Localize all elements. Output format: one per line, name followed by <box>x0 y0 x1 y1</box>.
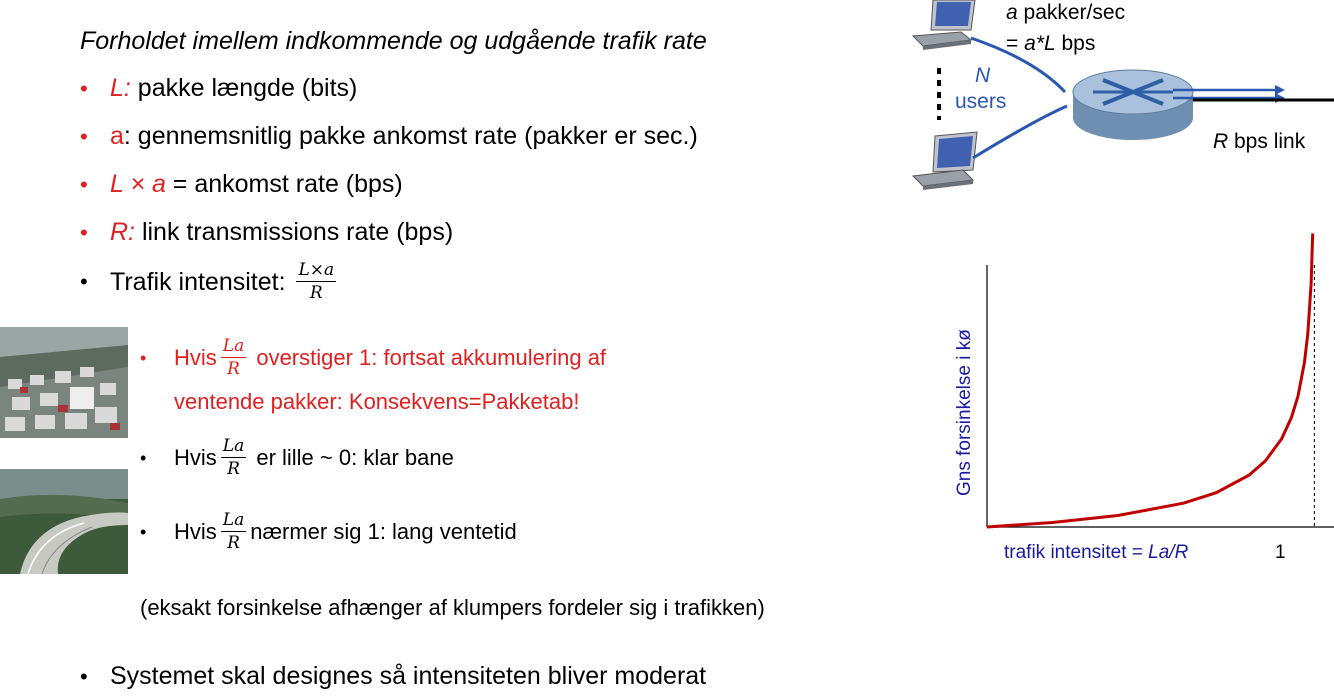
network-diagram <box>911 0 1334 190</box>
fraction-denominator: R <box>227 459 240 479</box>
x-tick-one: 1 <box>1275 542 1286 563</box>
computer-icon-bottom <box>911 131 978 190</box>
arrival-rate-label: a pakker/sec <box>1006 1 1125 25</box>
bullet-dot: • <box>80 269 88 294</box>
computer-icon-top <box>911 0 976 50</box>
chart-y-label: Gns forsinkelse i kø <box>954 329 975 496</box>
users-label: users <box>955 90 1007 113</box>
fraction-numerator: La <box>220 436 247 458</box>
bullet-text: Systemet skal designes så intensiteten b… <box>110 662 707 690</box>
bullet-packet-length: • L: pakke længde (bits) <box>80 74 357 103</box>
link-label: R bps link <box>1213 130 1305 154</box>
case-text: nærmer sig 1: lang ventetid <box>250 519 517 544</box>
bullet-dot: • <box>80 75 88 101</box>
intensity-fraction: L×a R <box>296 260 337 303</box>
arrival-rate-text: pakker/sec <box>1017 1 1126 24</box>
bullet-traffic-intensity: • Trafik intensitet: L×a R <box>80 262 340 302</box>
fraction-denominator: R <box>309 283 323 303</box>
case-fraction: La R <box>220 436 247 479</box>
fraction-numerator: La <box>220 336 247 358</box>
bullet-arrival-bps: • L × a = ankomst rate (bps) <box>80 170 403 199</box>
bullet-text: : gennemsnitlig pakke ankomst rate (pakk… <box>123 122 698 150</box>
bullet-dot: • <box>140 347 147 368</box>
arrival-bps-text: bps <box>1055 32 1096 55</box>
case-small: • Hvis La R er lille ~ 0: klar bane <box>140 438 454 478</box>
bullet-text: = ankomst rate (bps) <box>165 170 403 198</box>
router-icon <box>1072 69 1194 140</box>
delay-curve <box>986 233 1315 529</box>
traffic-jam-photo <box>0 327 128 438</box>
bullet-dot: • <box>140 447 147 468</box>
case-overload-line2: ventende pakker: Konsekvens=Pakketab! <box>174 389 580 414</box>
bullet-arrival-rate: • a : gennemsnitlig pakke ankomst rate (… <box>80 122 698 151</box>
link-symbol: R <box>1213 130 1229 153</box>
case-fraction: La R <box>220 336 247 379</box>
bullet-dot: • <box>80 123 88 149</box>
bullet-symbol: R: <box>110 218 135 246</box>
bullet-text: link transmissions rate (bps) <box>135 218 454 246</box>
users-ellipsis <box>937 68 941 120</box>
users-count: N <box>975 64 991 87</box>
case-pre: Hvis <box>174 519 217 544</box>
case-pre: Hvis <box>174 345 217 370</box>
bullet-symbol: L: <box>110 74 131 102</box>
queue-delay-chart <box>986 233 1334 529</box>
case-text: er lille ~ 0: klar bane <box>250 445 454 470</box>
bullet-symbol: L × a <box>110 170 166 198</box>
case-overload: • Hvis La R overstiger 1: fortsat akkumu… <box>140 338 606 378</box>
empty-highway-photo <box>0 469 128 574</box>
fraction-numerator: L×a <box>296 260 337 282</box>
input-link-top <box>970 36 1067 94</box>
bullet-text: pakke længde (bits) <box>130 74 358 102</box>
fraction-denominator: R <box>227 533 240 553</box>
x-label-prefix: trafik intensitet = <box>1004 542 1149 563</box>
arrival-bps-label: = a*L bps <box>1006 32 1095 56</box>
delay-note: (eksakt forsinkelse afhænger af klumpers… <box>140 595 765 620</box>
bullet-design-goal: • Systemet skal designes så intensiteten… <box>80 662 706 691</box>
bullet-dot: • <box>80 663 88 689</box>
chart-x-label: trafik intensitet = La/R <box>1004 542 1188 564</box>
bullet-dot: • <box>80 171 88 197</box>
x-label-symbol: La/R <box>1148 542 1189 563</box>
bullet-link-rate: • R: link transmissions rate (bps) <box>80 218 453 247</box>
fraction-denominator: R <box>227 359 240 379</box>
arrival-rate-symbol: a <box>1006 1 1018 24</box>
arrival-bps-prefix: = <box>1006 32 1025 55</box>
link-text: bps link <box>1228 130 1306 153</box>
bullet-dot: • <box>80 219 88 245</box>
fraction-numerator: La <box>220 510 247 532</box>
intensity-label: Trafik intensitet: <box>110 267 293 296</box>
slide-heading: Forholdet imellem indkommende og udgåend… <box>80 27 707 55</box>
bullet-dot: • <box>140 521 147 542</box>
case-pre: Hvis <box>174 445 217 470</box>
case-text: overstiger 1: fortsat akkumulering af <box>250 345 607 370</box>
case-near-one: • Hvis La R nærmer sig 1: lang ventetid <box>140 512 517 552</box>
input-link-bottom <box>972 104 1068 160</box>
bullet-symbol: a <box>110 122 124 150</box>
arrival-bps-symbol: a*L <box>1024 32 1056 55</box>
case-fraction: La R <box>220 510 247 553</box>
